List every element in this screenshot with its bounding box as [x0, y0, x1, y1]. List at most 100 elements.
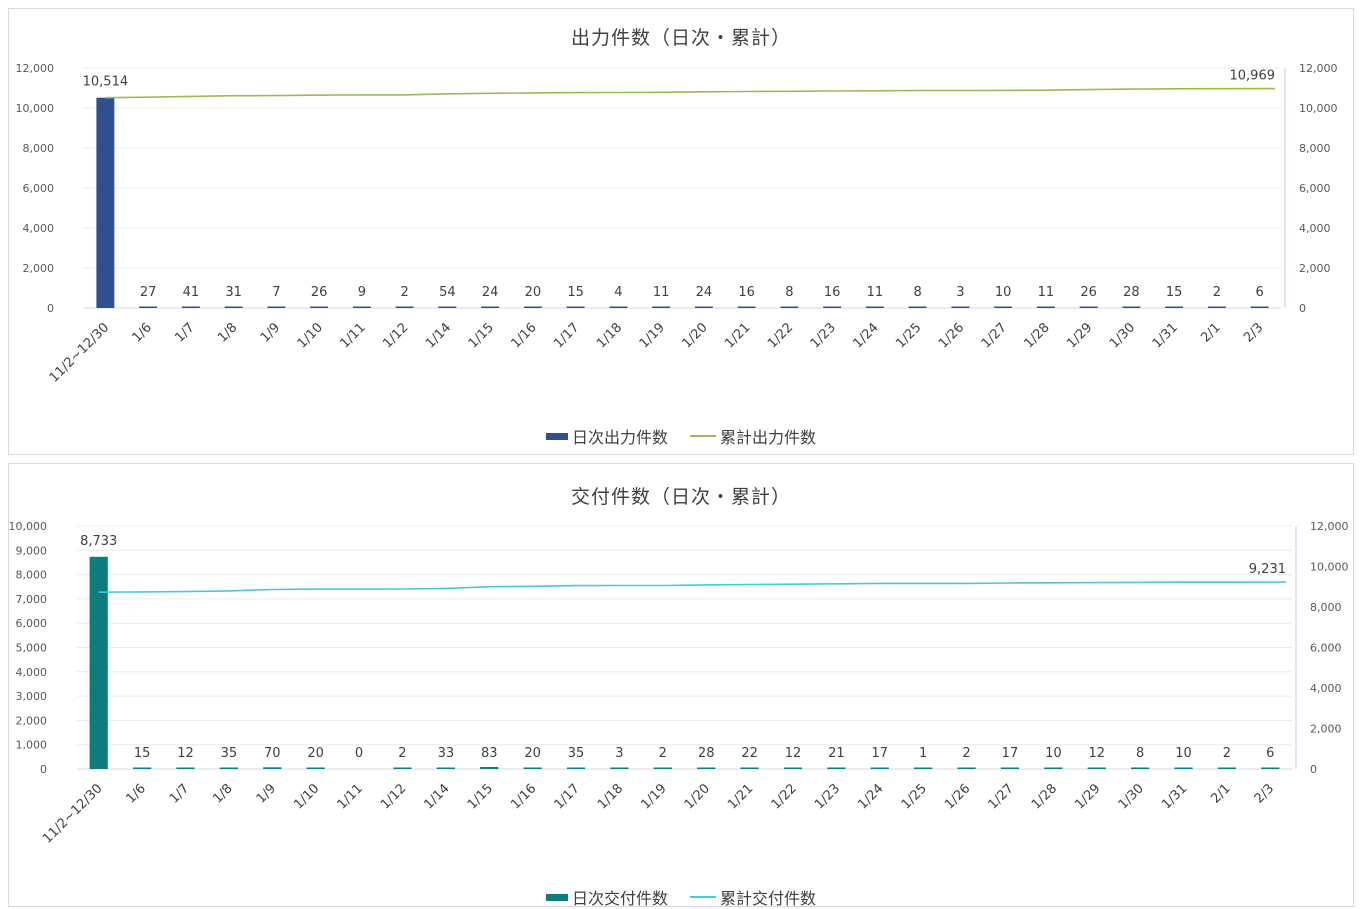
bar-data-label: 2 [659, 746, 667, 761]
legend-bar-swatch [545, 893, 568, 901]
bar-data-label: 12 [1088, 746, 1105, 761]
bar-data-label: 3 [956, 285, 964, 300]
x-category-label: 1/9 [258, 320, 283, 345]
bar-data-label: 8 [785, 285, 793, 300]
legend-label: 累計出力件数 [720, 428, 817, 447]
bar-data-label: 33 [438, 746, 455, 761]
bar [1000, 767, 1020, 769]
x-category-label: 1/7 [172, 320, 197, 345]
legend-line-swatch [690, 896, 716, 898]
x-category-label: 1/25 [899, 781, 930, 812]
x-category-label: 1/17 [551, 320, 582, 351]
bar-data-label: 10,514 [83, 75, 129, 90]
x-category-label: 1/6 [124, 781, 149, 806]
bar [224, 306, 243, 308]
y-tick-label-right: 12,000 [1299, 62, 1338, 75]
y-tick-label-left: 6,000 [23, 182, 55, 195]
bar-data-label: 31 [225, 285, 242, 300]
x-category-label: 1/10 [291, 781, 322, 812]
bar-data-label: 70 [264, 746, 281, 761]
bar [1036, 306, 1055, 308]
bar [697, 767, 716, 769]
bar [481, 306, 500, 308]
x-category-label: 2/3 [1252, 781, 1277, 806]
bar-data-label: 17 [1002, 746, 1019, 761]
y-tick-label-left: 5,000 [16, 642, 48, 655]
chart-title: 交付件数（日次・累計） [570, 486, 791, 508]
y-tick-label-right: 10,000 [1310, 561, 1349, 574]
legend-item-bar: 日次交付件数 [545, 885, 668, 909]
x-category-label: 1/16 [508, 781, 539, 812]
line-end-label: 10,969 [1230, 69, 1276, 84]
y-tick-label-left: 3,000 [16, 690, 48, 703]
legend-line-swatch [690, 435, 716, 437]
y-tick-label-right: 8,000 [1310, 601, 1342, 614]
x-category-label: 1/23 [808, 320, 839, 351]
bar [653, 767, 672, 769]
bar [1122, 306, 1141, 308]
bar [914, 767, 933, 769]
bar [865, 306, 884, 308]
bar [1174, 767, 1193, 769]
line-end-label: 9,231 [1249, 562, 1286, 577]
y-tick-label-left: 7,000 [16, 593, 48, 606]
y-tick-label-right: 8,000 [1299, 142, 1331, 155]
x-category-label: 1/25 [893, 320, 924, 351]
bar-data-label: 20 [525, 285, 542, 300]
x-category-label: 1/11 [337, 320, 368, 351]
legend-label: 累計交付件数 [720, 889, 817, 908]
bar [263, 767, 282, 769]
bar [480, 766, 499, 769]
bar [957, 767, 976, 769]
bar [1207, 306, 1226, 308]
x-category-label: 1/12 [378, 781, 409, 812]
bar-data-label: 2 [962, 746, 970, 761]
bar [96, 97, 115, 308]
x-category-label: 1/20 [682, 781, 713, 812]
y-tick-label-left: 6,000 [16, 617, 48, 630]
bar-data-label: 10 [1045, 746, 1062, 761]
bar-data-label: 21 [828, 746, 845, 761]
x-category-label: 1/31 [1150, 320, 1181, 351]
x-category-label: 1/30 [1116, 781, 1147, 812]
bar-data-label: 15 [567, 285, 584, 300]
x-category-label: 1/11 [335, 781, 366, 812]
bar-data-label: 22 [741, 746, 758, 761]
bar [737, 306, 756, 308]
y-tick-label-left: 10,000 [16, 102, 55, 115]
x-category-label: 1/26 [936, 320, 967, 351]
bar [89, 556, 108, 769]
y-tick-label-right: 4,000 [1310, 682, 1342, 695]
bar [219, 767, 238, 769]
x-category-label: 1/22 [769, 781, 800, 812]
y-tick-label-left: 0 [40, 763, 47, 776]
x-category-label: 1/23 [812, 781, 843, 812]
y-tick-label-left: 9,000 [16, 544, 48, 557]
chart-panel-output: 出力件数（日次・累計） 0 2,000 4,000 6,000 8,000 10,000 1… [8, 8, 1354, 455]
chart-title: 出力件数（日次・累計） [570, 27, 791, 49]
x-category-label: 1/28 [1021, 320, 1052, 351]
bar-data-label: 6 [1266, 746, 1274, 761]
legend-item-bar: 日次出力件数 [545, 424, 668, 448]
x-category-label: 1/20 [679, 320, 710, 351]
x-category-label: 1/30 [1107, 320, 1138, 351]
bar [395, 306, 414, 308]
bar-data-label: 28 [1123, 285, 1140, 300]
bar [1131, 767, 1150, 769]
bar [566, 767, 586, 769]
bar [1217, 767, 1237, 769]
bar-data-label: 0 [355, 746, 363, 761]
bar [652, 306, 671, 308]
x-category-label: 1/15 [466, 320, 497, 351]
legend-label: 日次交付件数 [571, 889, 668, 908]
bar [1261, 767, 1280, 769]
bar-data-label: 11 [1038, 285, 1055, 300]
x-category-label: 1/10 [295, 320, 326, 351]
chart-canvas-issued: 0 1,000 2,000 3,000 4,000 5,000 6,000 7,000 8,00… [9, 520, 1349, 847]
bar [436, 767, 455, 769]
x-category-label: 1/14 [423, 320, 454, 351]
bar [306, 767, 325, 769]
x-category-label: 1/29 [1064, 320, 1095, 351]
x-category-label: 1/19 [637, 320, 668, 351]
x-category-label: 1/22 [765, 320, 796, 351]
